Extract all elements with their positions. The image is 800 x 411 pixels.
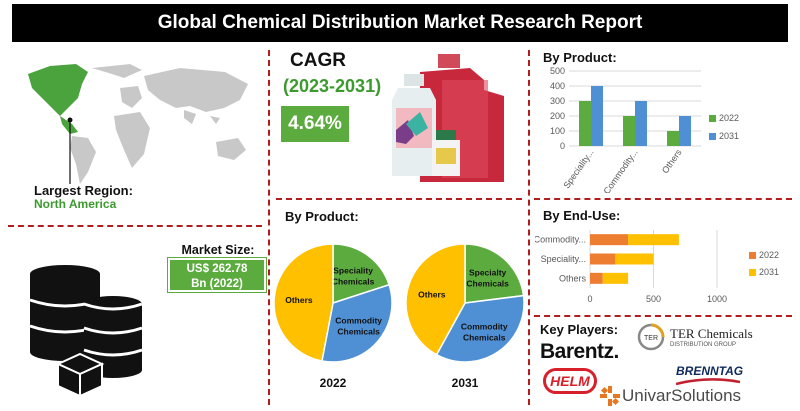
pie-charts: Speciality Chemicals Commodity Chemicals Oth… (273, 243, 525, 390)
y-tick-label: 500 (550, 66, 565, 76)
legend-swatch-2022 (709, 115, 716, 122)
pie-slice-0 (332, 243, 391, 305)
pie-2022: Speciality Chemicals Commodity Chemicals Oth… (273, 243, 393, 363)
pie-label-2: Others (285, 295, 313, 305)
legend-label-2022: 2022 (719, 113, 739, 123)
pies-title: By Product: (285, 209, 359, 224)
divider-right-h-2 (534, 315, 792, 317)
pie-label-1: Commodity Chemicals (461, 321, 508, 342)
ter-logo-icon: TER (637, 323, 665, 351)
y-tick-label: 400 (550, 81, 565, 91)
ter-sub: DISTRIBUTION GROUP (670, 342, 737, 348)
cagr-period: (2023-2031) (283, 76, 382, 96)
legend-swatch-2022 (749, 252, 756, 259)
bar-chart-product: 0 100 200 300 400 500 Speciality... Commodity..… (550, 66, 739, 193)
pie-2031-title: 2031 (452, 376, 479, 390)
bar-2031-1 (635, 101, 647, 146)
bar-2022-0 (579, 101, 591, 146)
y-tick-label: Speciality... (541, 254, 586, 264)
bar-2022-2 (590, 272, 603, 284)
pie-slice-2 (405, 243, 466, 356)
y-tick-label: 200 (550, 111, 565, 121)
region-value: North America (34, 197, 117, 211)
legend-label-2031: 2031 (719, 131, 739, 141)
logo-barentz-text: Barentz. (540, 340, 619, 363)
y-tick-label: Commodity... (535, 235, 586, 245)
pie-slice-1 (321, 283, 393, 363)
chemical-bottles-icon (392, 54, 504, 182)
univar-name: UnivarSolutions (622, 386, 742, 405)
logo-helm-text: HELM (550, 373, 590, 389)
svg-text:TER: TER (644, 335, 658, 342)
bar-2031-0 (628, 234, 679, 246)
world-map (28, 64, 248, 184)
bar-enduse-title: By End-Use: (543, 208, 621, 223)
y-tick-label: 100 (550, 126, 565, 136)
bar-2022-1 (590, 253, 616, 265)
y-tick-label: 0 (560, 141, 565, 151)
divider-right-h-1 (534, 198, 792, 200)
market-size-box: US$ 262.78 Bn (2022) (167, 257, 267, 293)
pie-slice-1 (435, 294, 525, 363)
bar-2022-2 (667, 131, 679, 146)
database-icon (29, 265, 143, 398)
bar-2031-1 (615, 253, 654, 265)
x-tick-label: 1000 (707, 294, 727, 304)
pie-slice-2 (273, 243, 334, 362)
pie-slice-0 (464, 243, 525, 304)
divider-mid-h (276, 198, 522, 200)
bar-2031-2 (602, 272, 629, 284)
pie-label-0: Specialty Chemicals (466, 267, 509, 288)
x-tick-label: Commodity... (601, 147, 639, 193)
logo-brenntag-text: BRENNTAG (676, 364, 744, 378)
bar-chart-enduse: 0 500 1000Commodity...Speciality...Others … (535, 230, 779, 304)
pie-label-0: Speciality Chemicals (332, 265, 375, 286)
divider-right (528, 50, 530, 405)
pie-2031: Specialty Chemicals Commodity Chemicals Othe… (405, 243, 525, 363)
brenntag-swoosh-icon (676, 378, 740, 386)
bar-2031-2 (679, 116, 691, 146)
x-tick-label: 500 (646, 294, 661, 304)
x-tick-label: 0 (587, 294, 592, 304)
pie-label-2: Others (418, 289, 446, 299)
logo-brenntag: BRENNTAG (676, 364, 743, 386)
bar-2031-0 (591, 86, 603, 146)
cagr-value: 4.64% (281, 106, 349, 142)
ter-name: TER Chemicals (670, 326, 753, 341)
key-players-label: Key Players: (540, 322, 619, 337)
market-size-value-1: US$ 262.78 (186, 263, 248, 275)
legend-label-2022: 2022 (759, 250, 779, 260)
y-tick-label: Others (559, 273, 587, 283)
market-size-value-2: Bn (2022) (191, 278, 243, 290)
bar-2022-0 (590, 234, 629, 246)
x-tick-label: Speciality... (561, 147, 595, 190)
pie-label-1: Commodity Chemicals (335, 316, 382, 337)
region-label: Largest Region: (34, 183, 133, 198)
y-tick-label: 300 (550, 96, 565, 106)
logo-barentz: Barentz. (540, 340, 619, 364)
legend-label-2031: 2031 (759, 267, 779, 277)
legend-swatch-2031 (749, 269, 756, 276)
pie-2022-title: 2022 (320, 376, 347, 390)
univar-logo-icon (600, 386, 620, 406)
cagr-label: CAGR (290, 50, 346, 71)
legend-swatch-2031 (709, 133, 716, 140)
bar-product-title: By Product: (543, 50, 617, 65)
divider-left-h (8, 225, 262, 227)
divider-left (268, 50, 270, 405)
market-size-label: Market Size: (181, 243, 255, 257)
report-title: Global Chemical Distribution Market Rese… (12, 4, 788, 42)
x-tick-label: Others (660, 147, 684, 175)
bar-2022-1 (623, 116, 635, 146)
logo-helm: HELM (543, 368, 597, 394)
